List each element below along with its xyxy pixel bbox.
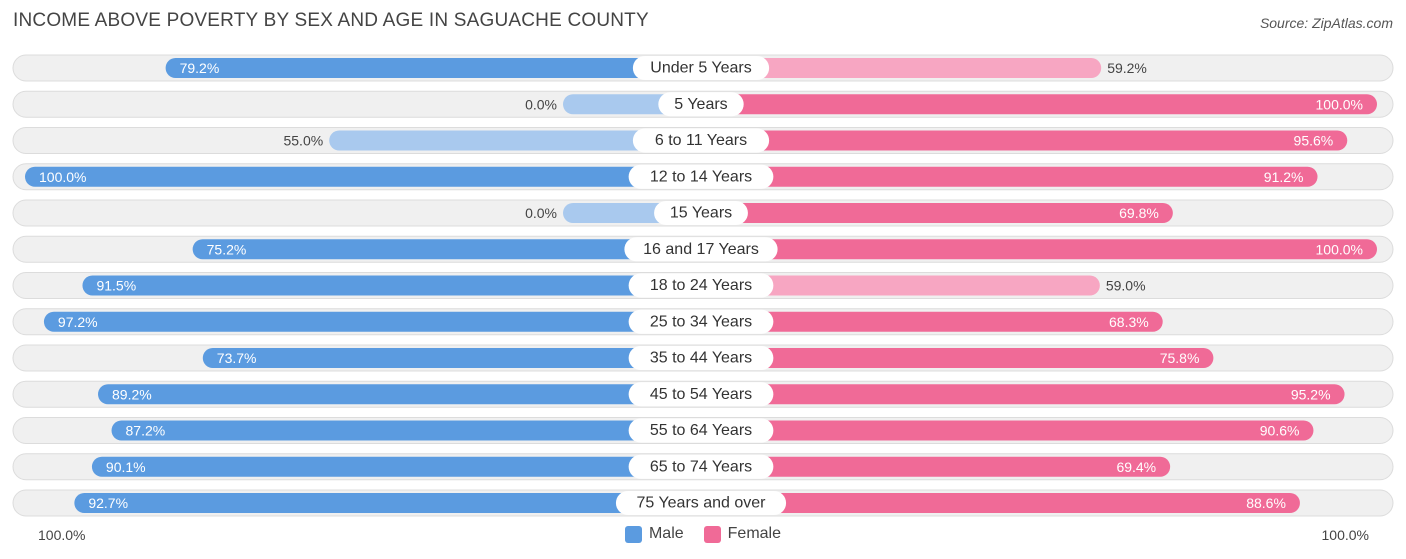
female-value-label: 59.0% bbox=[1106, 278, 1146, 294]
category-label-bg bbox=[628, 273, 774, 298]
chart-title: INCOME ABOVE POVERTY BY SEX AND AGE IN S… bbox=[13, 10, 649, 31]
legend-item-female: Female bbox=[703, 525, 782, 543]
male-value-label: 79.2% bbox=[180, 60, 220, 76]
female-bar bbox=[701, 275, 1100, 296]
legend-label-female: Female bbox=[727, 525, 782, 542]
male-bar bbox=[43, 311, 702, 332]
category-label: 6 to 11 Years bbox=[655, 132, 747, 149]
category-label-bg bbox=[628, 164, 774, 189]
category-label: 25 to 34 Years bbox=[650, 313, 752, 330]
category-label: 18 to 24 Years bbox=[650, 277, 752, 294]
category-label: 45 to 54 Years bbox=[650, 386, 752, 403]
female-value-label: 68.3% bbox=[1109, 314, 1149, 330]
male-bar bbox=[111, 420, 701, 441]
legend-item-male: Male bbox=[624, 525, 684, 543]
female-value-label: 91.2% bbox=[1264, 169, 1304, 185]
female-value-label: 100.0% bbox=[1316, 96, 1363, 112]
category-label-bg bbox=[632, 128, 770, 153]
female-bar bbox=[701, 166, 1318, 187]
category-label: 12 to 14 Years bbox=[650, 168, 752, 185]
male-bar bbox=[165, 58, 701, 78]
male-value-label: 92.7% bbox=[88, 495, 128, 511]
male-bar bbox=[82, 275, 701, 296]
category-label-bg bbox=[654, 201, 748, 225]
axis-left-label: 100.0% bbox=[38, 527, 86, 543]
axis-right-label: 100.0% bbox=[1321, 527, 1369, 543]
female-bar bbox=[701, 311, 1163, 332]
male-value-label: 0.0% bbox=[525, 205, 557, 221]
legend-label-male: Male bbox=[648, 525, 684, 542]
male-value-label: 90.1% bbox=[106, 459, 146, 475]
legend: Male Female bbox=[0, 523, 1406, 545]
female-value-label: 90.6% bbox=[1260, 423, 1300, 439]
category-label-bg bbox=[628, 382, 774, 407]
female-value-label: 88.6% bbox=[1246, 495, 1286, 511]
male-bar bbox=[91, 456, 701, 477]
female-value-label: 75.8% bbox=[1160, 350, 1200, 366]
category-label: 15 Years bbox=[670, 205, 732, 222]
female-value-label: 59.2% bbox=[1107, 60, 1147, 76]
male-bar bbox=[74, 493, 701, 513]
male-value-label: 87.2% bbox=[126, 423, 166, 439]
female-bar bbox=[701, 348, 1214, 368]
female-bar bbox=[701, 384, 1345, 405]
category-label-bg bbox=[628, 346, 774, 370]
category-label-bg bbox=[658, 92, 744, 117]
category-label-bg bbox=[624, 237, 778, 262]
female-value-label: 95.6% bbox=[1294, 133, 1334, 149]
female-bar bbox=[701, 239, 1377, 260]
category-label-bg bbox=[632, 56, 770, 80]
male-value-label: 100.0% bbox=[39, 169, 86, 185]
category-label-bg bbox=[628, 418, 774, 443]
male-value-label: 55.0% bbox=[283, 133, 323, 149]
female-value-label: 95.2% bbox=[1291, 386, 1331, 402]
category-label-bg bbox=[615, 491, 787, 515]
male-value-label: 97.2% bbox=[58, 314, 98, 330]
female-bar bbox=[701, 203, 1173, 223]
category-label: 65 to 74 Years bbox=[650, 458, 752, 475]
category-label: 5 Years bbox=[674, 96, 727, 113]
female-bar bbox=[701, 420, 1314, 441]
category-label: 16 and 17 Years bbox=[643, 241, 759, 258]
legend-swatch-male bbox=[624, 525, 642, 543]
female-bar bbox=[701, 130, 1348, 151]
male-value-label: 75.2% bbox=[207, 241, 247, 257]
female-value-label: 69.8% bbox=[1119, 205, 1159, 221]
female-bar bbox=[701, 456, 1171, 477]
category-label: 55 to 64 Years bbox=[650, 422, 752, 439]
category-label-bg bbox=[628, 454, 774, 479]
female-value-label: 69.4% bbox=[1116, 459, 1156, 475]
category-label: 75 Years and over bbox=[637, 495, 767, 512]
male-value-label: 73.7% bbox=[217, 350, 257, 366]
diverging-bar-chart: 79.2% 59.2% Under 5 Years 0.0% 100.0% 5 Years… bbox=[12, 54, 1394, 517]
male-value-label: 0.0% bbox=[525, 96, 557, 112]
category-label: 35 to 44 Years bbox=[650, 350, 752, 367]
male-bar bbox=[202, 348, 701, 368]
category-label-bg bbox=[628, 309, 774, 334]
female-value-label: 100.0% bbox=[1316, 241, 1363, 257]
male-bar bbox=[98, 384, 702, 405]
male-bar bbox=[329, 130, 701, 151]
male-value-label: 89.2% bbox=[112, 386, 152, 402]
male-bar bbox=[192, 239, 701, 260]
category-label: Under 5 Years bbox=[650, 60, 751, 77]
female-bar bbox=[701, 493, 1300, 513]
legend-swatch-female bbox=[703, 525, 721, 543]
female-bar bbox=[701, 58, 1102, 78]
source-note: Source: ZipAtlas.com bbox=[1259, 15, 1393, 31]
male-value-label: 91.5% bbox=[96, 278, 136, 294]
female-bar bbox=[701, 94, 1377, 115]
male-bar bbox=[25, 166, 701, 187]
